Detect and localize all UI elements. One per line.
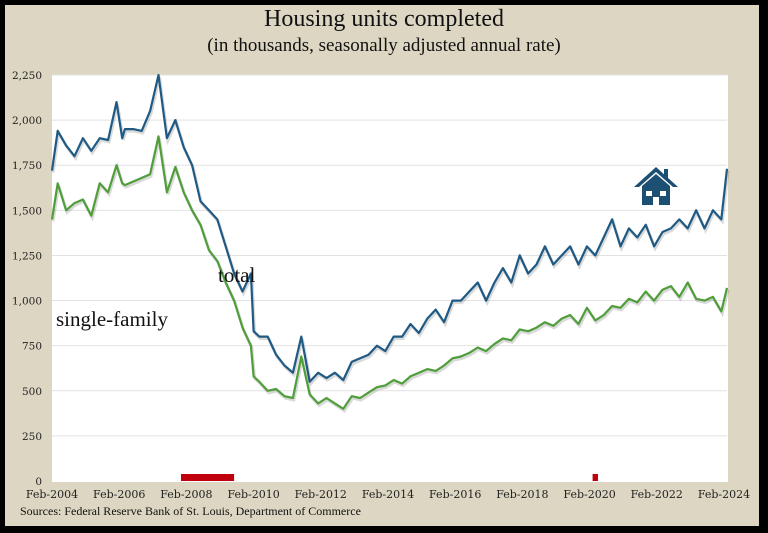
- recession-bar: [592, 474, 598, 481]
- x-tick-label: Feb-2008: [160, 488, 212, 501]
- y-tick-label: 1,500: [12, 205, 42, 217]
- total-label: total: [218, 263, 255, 287]
- house-icon: [634, 167, 678, 205]
- y-tick-label: 1,000: [12, 296, 42, 308]
- plot-area: [52, 75, 728, 482]
- series-line-total: [50, 73, 729, 383]
- series-lines: [50, 73, 730, 413]
- chart-subtitle: (in thousands, seasonally adjusted annua…: [207, 35, 561, 56]
- x-tick-label: Feb-2004: [26, 488, 78, 501]
- y-tick-label: 750: [22, 341, 42, 353]
- x-tick-label: Feb-2010: [227, 488, 279, 501]
- y-tick-label: 250: [22, 431, 42, 443]
- x-tick-label: Feb-2012: [295, 488, 347, 501]
- chart-title: Housing units completed: [264, 6, 504, 32]
- x-tick-label: Feb-2018: [496, 488, 548, 501]
- source-note: Sources: Federal Reserve Bank of St. Lou…: [20, 504, 361, 518]
- series-line-single-family: [50, 135, 729, 410]
- single-family-label: single-family: [56, 307, 168, 331]
- x-tick-label: Feb-2020: [563, 488, 615, 501]
- y-tick-label: 2,250: [12, 70, 42, 82]
- x-tick-label: Feb-2016: [429, 488, 481, 501]
- gridlines: [52, 74, 727, 437]
- recession-bars: [181, 474, 598, 481]
- y-tick-label: 500: [22, 386, 42, 398]
- x-tick-label: Feb-2022: [631, 488, 683, 501]
- x-tick-label: Feb-2024: [698, 488, 750, 501]
- x-axis-ticks: Feb-2004 Feb-2006 Feb-2008 Feb-2010 Feb-2012…: [26, 488, 750, 501]
- x-tick-label: Feb-2006: [93, 488, 145, 501]
- y-axis-ticks: 0 250 500 750 1,000 1,250 1,500 1,750 2,000 2,250: [12, 70, 42, 488]
- x-tick-label: Feb-2014: [362, 488, 414, 501]
- y-tick-label: 0: [35, 476, 42, 488]
- series-shadow: [51, 138, 730, 413]
- y-tick-label: 1,750: [12, 160, 42, 172]
- recession-bar: [181, 474, 235, 481]
- y-tick-label: 2,000: [12, 115, 42, 127]
- y-tick-label: 1,250: [12, 250, 42, 262]
